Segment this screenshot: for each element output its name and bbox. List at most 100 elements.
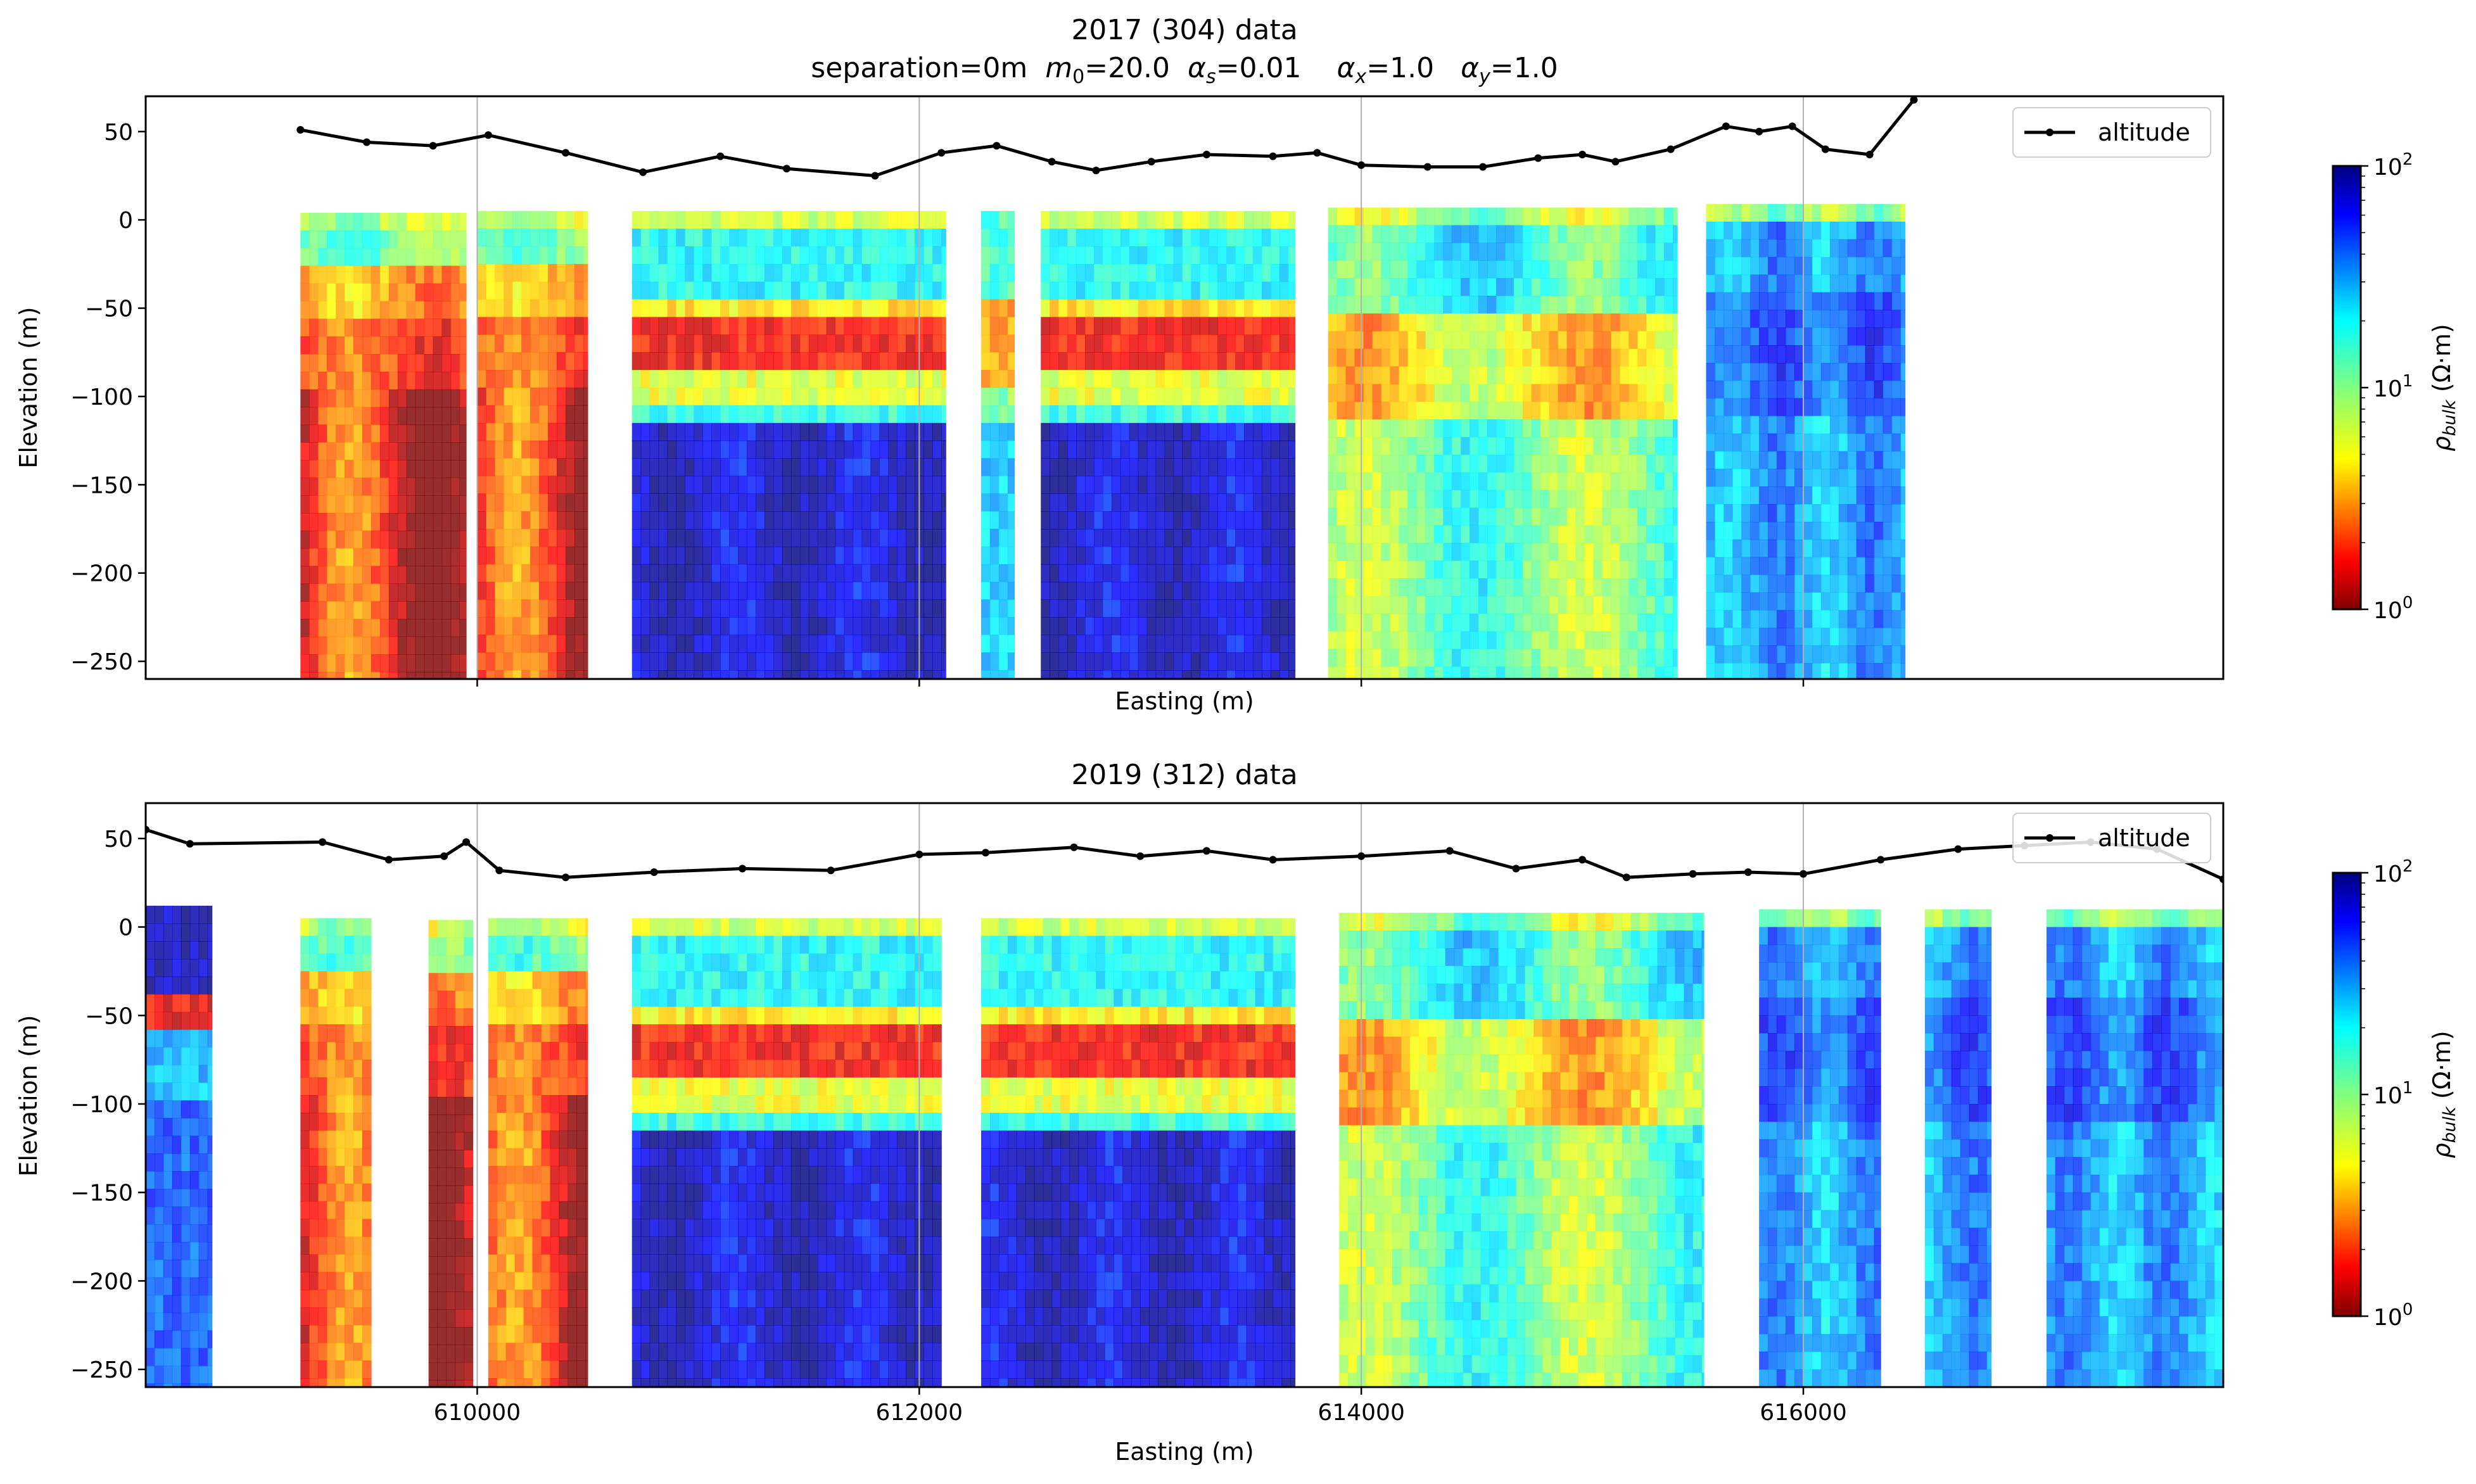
- heatmap-cell: [1058, 476, 1068, 494]
- heatmap-cell: [756, 635, 765, 653]
- heatmap-cell: [1129, 211, 1139, 229]
- heatmap-segment: [477, 211, 588, 679]
- heatmap-cell: [817, 493, 827, 512]
- heatmap-cell: [773, 405, 783, 424]
- heatmap-cell: [924, 370, 933, 388]
- heatmap-cell: [1673, 402, 1678, 420]
- heatmap-cell: [1354, 260, 1364, 279]
- heatmap-cell: [1664, 384, 1673, 402]
- heatmap-cell: [309, 1236, 319, 1255]
- heatmap-cell: [163, 1312, 173, 1331]
- heatmap-cell: [808, 352, 818, 371]
- heatmap-cell: [1838, 663, 1848, 679]
- heatmap-cell: [861, 281, 872, 300]
- heatmap-cell: [477, 422, 486, 441]
- heatmap-cell: [155, 1171, 164, 1189]
- heatmap-cell: [1235, 317, 1245, 335]
- heatmap-cell: [1443, 666, 1452, 679]
- heatmap-cell: [1820, 398, 1831, 417]
- heatmap-cell: [632, 440, 642, 459]
- heatmap-cell: [1262, 511, 1271, 530]
- heatmap-cell: [1637, 207, 1647, 226]
- heatmap-cell: [1452, 649, 1461, 668]
- heatmap-cell: [1262, 229, 1271, 247]
- heatmap-cell: [371, 637, 381, 655]
- heatmap-cell: [729, 476, 739, 494]
- heatmap-cell: [1076, 405, 1086, 424]
- heatmap-cell: [1513, 472, 1523, 491]
- heatmap-cell: [1628, 596, 1638, 614]
- heatmap-cell: [1200, 246, 1209, 265]
- heatmap-cell: [433, 495, 443, 514]
- heatmap-cell: [574, 476, 584, 494]
- heatmap-cell: [1452, 243, 1461, 261]
- heatmap-cell: [1628, 402, 1638, 420]
- heatmap-cell: [1235, 617, 1245, 635]
- heatmap-cell: [649, 370, 659, 388]
- heatmap-cell: [424, 548, 434, 567]
- heatmap-cell: [808, 281, 818, 300]
- heatmap-cell: [428, 1044, 438, 1062]
- heatmap-cell: [676, 405, 685, 424]
- heatmap-cell: [459, 283, 467, 301]
- heatmap-cell: [1226, 670, 1236, 679]
- heatmap-cell: [1540, 561, 1550, 579]
- heatmap-cell: [790, 476, 801, 494]
- heatmap-cell: [1102, 652, 1112, 671]
- heatmap-cell: [1724, 645, 1733, 664]
- heatmap-cell: [1549, 260, 1559, 279]
- heatmap-cell: [1093, 617, 1103, 635]
- heatmap-cell: [1794, 504, 1804, 523]
- heatmap-cell: [1120, 334, 1130, 353]
- heatmap-cell: [1058, 370, 1068, 388]
- heatmap-cell: [711, 211, 721, 229]
- heatmap-cell: [1067, 246, 1077, 265]
- heatmap-cell: [932, 599, 942, 618]
- heatmap-cell: [844, 211, 854, 229]
- heatmap-cell: [897, 458, 906, 476]
- heatmap-cell: [729, 299, 739, 318]
- heatmap-cell: [1416, 278, 1426, 296]
- heatmap-cell: [981, 458, 991, 476]
- heatmap-cell: [1067, 388, 1077, 406]
- heatmap-cell: [1803, 451, 1813, 469]
- heatmap-cell: [327, 1183, 336, 1202]
- heatmap-cell: [756, 670, 765, 679]
- heatmap-cell: [1715, 380, 1724, 399]
- heatmap-cell: [371, 336, 381, 355]
- heatmap-cell: [844, 334, 854, 353]
- heatmap-cell: [1487, 578, 1497, 597]
- heatmap-cell: [1593, 525, 1603, 543]
- heatmap-cell: [702, 440, 712, 459]
- heatmap-cell: [1434, 225, 1444, 243]
- heatmap-cell: [1111, 670, 1121, 679]
- heatmap-cell: [1732, 610, 1742, 628]
- heatmap-cell: [826, 405, 836, 424]
- heatmap-cell: [362, 671, 372, 679]
- heatmap-cell: [309, 1095, 319, 1113]
- heatmap-cell: [1076, 422, 1086, 441]
- heatmap-cell: [1253, 458, 1262, 476]
- heatmap-cell: [906, 263, 915, 282]
- heatmap-cell: [1584, 296, 1594, 314]
- heatmap-cell: [450, 512, 460, 531]
- heatmap-cell: [1655, 631, 1665, 650]
- heatmap-cell: [1217, 370, 1227, 388]
- heatmap-cell: [327, 1165, 336, 1184]
- heatmap-cell: [155, 1312, 164, 1331]
- heatmap-cell: [1067, 652, 1077, 671]
- altitude-point: [639, 168, 647, 176]
- heatmap-cell: [309, 1343, 319, 1361]
- heatmap-cell: [941, 334, 946, 353]
- heatmap-cell: [548, 599, 557, 618]
- heatmap-cell: [566, 670, 575, 679]
- heatmap-cell: [1182, 422, 1192, 441]
- heatmap-cell: [300, 1360, 310, 1379]
- heatmap-cell: [1673, 525, 1678, 543]
- panel-2017-subtitle: separation=0m m0=20.0 αs=0.01 αx=1.0 αy=…: [811, 52, 1558, 88]
- heatmap-cell: [1732, 221, 1742, 240]
- heatmap-cell: [1041, 370, 1050, 388]
- heatmap-cell: [1549, 366, 1559, 384]
- heatmap-cell: [835, 476, 845, 494]
- heatmap-cell: [512, 670, 522, 679]
